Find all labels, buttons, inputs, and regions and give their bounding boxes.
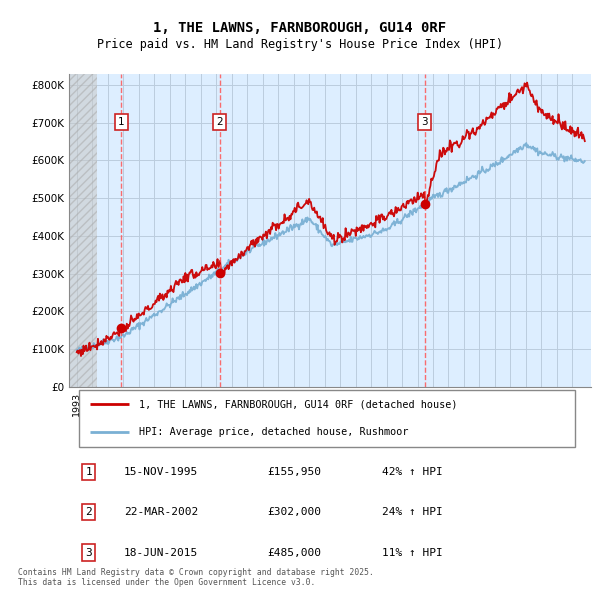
Text: £302,000: £302,000 [268,507,322,517]
Text: 1, THE LAWNS, FARNBOROUGH, GU14 0RF (detached house): 1, THE LAWNS, FARNBOROUGH, GU14 0RF (det… [139,399,458,409]
Text: 1: 1 [118,117,125,127]
Text: 1: 1 [85,467,92,477]
Text: Price paid vs. HM Land Registry's House Price Index (HPI): Price paid vs. HM Land Registry's House … [97,38,503,51]
Text: 22-MAR-2002: 22-MAR-2002 [124,507,198,517]
Text: 42% ↑ HPI: 42% ↑ HPI [382,467,443,477]
Text: 2: 2 [85,507,92,517]
Text: 11% ↑ HPI: 11% ↑ HPI [382,548,443,558]
Text: HPI: Average price, detached house, Rushmoor: HPI: Average price, detached house, Rush… [139,427,409,437]
Text: Contains HM Land Registry data © Crown copyright and database right 2025.
This d: Contains HM Land Registry data © Crown c… [18,568,374,587]
Text: 1, THE LAWNS, FARNBOROUGH, GU14 0RF: 1, THE LAWNS, FARNBOROUGH, GU14 0RF [154,21,446,35]
Text: 3: 3 [421,117,428,127]
Text: 18-JUN-2015: 18-JUN-2015 [124,548,198,558]
Bar [69,74,97,386]
Text: £485,000: £485,000 [268,548,322,558]
Text: 2: 2 [216,117,223,127]
Text: 15-NOV-1995: 15-NOV-1995 [124,467,198,477]
Text: £155,950: £155,950 [268,467,322,477]
FancyBboxPatch shape [79,391,575,447]
Text: 24% ↑ HPI: 24% ↑ HPI [382,507,443,517]
Text: 3: 3 [85,548,92,558]
